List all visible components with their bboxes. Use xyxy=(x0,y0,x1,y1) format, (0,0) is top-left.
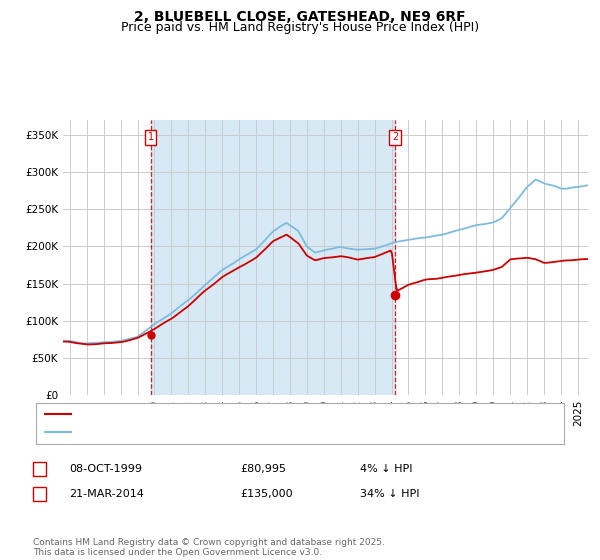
Text: Contains HM Land Registry data © Crown copyright and database right 2025.
This d: Contains HM Land Registry data © Crown c… xyxy=(33,538,385,557)
Text: 2: 2 xyxy=(36,489,43,499)
Text: 2, BLUEBELL CLOSE, GATESHEAD, NE9 6RF: 2, BLUEBELL CLOSE, GATESHEAD, NE9 6RF xyxy=(134,10,466,24)
Text: 34% ↓ HPI: 34% ↓ HPI xyxy=(360,489,419,499)
Bar xyxy=(151,120,395,395)
Text: 21-MAR-2014: 21-MAR-2014 xyxy=(69,489,144,499)
Text: HPI: Average price, detached house, Gateshead: HPI: Average price, detached house, Gate… xyxy=(75,427,342,437)
Text: 4% ↓ HPI: 4% ↓ HPI xyxy=(360,464,413,474)
Text: 1: 1 xyxy=(148,133,154,142)
Text: 2, BLUEBELL CLOSE, GATESHEAD, NE9 6RF (detached house): 2, BLUEBELL CLOSE, GATESHEAD, NE9 6RF (d… xyxy=(75,409,415,419)
Text: 2: 2 xyxy=(392,133,398,142)
Text: 1: 1 xyxy=(36,464,43,474)
Text: £80,995: £80,995 xyxy=(240,464,286,474)
Text: 08-OCT-1999: 08-OCT-1999 xyxy=(69,464,142,474)
Text: Price paid vs. HM Land Registry's House Price Index (HPI): Price paid vs. HM Land Registry's House … xyxy=(121,21,479,34)
Text: £135,000: £135,000 xyxy=(240,489,293,499)
